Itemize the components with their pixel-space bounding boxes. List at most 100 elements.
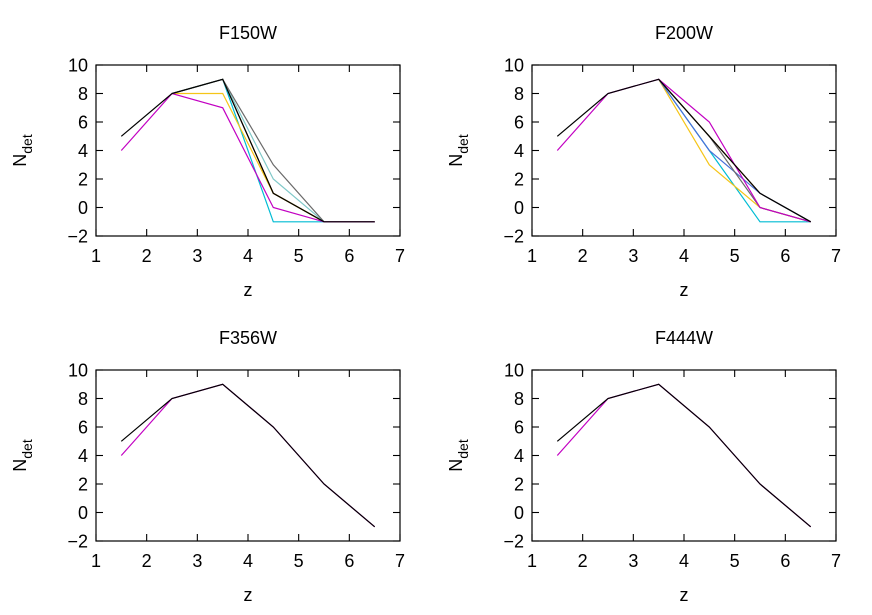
x-tick-label: 7 [395,246,405,266]
y-axis-label-main: N [446,154,466,167]
x-tick-label: 4 [243,246,253,266]
plot-frame [95,369,401,542]
y-axis-label-main: N [10,154,30,167]
y-tick-label: 2 [514,170,524,190]
y-tick-label: 6 [514,418,524,438]
chart-panel-0: F150W 1 2 3 4 5 6 7 −2 0 2 4 6 8 10 z Ndet [10,23,405,300]
chart-title: F356W [219,328,277,348]
x-tick-label: 5 [294,551,304,571]
y-axis-label-subscript: det [19,134,35,154]
chart-title: F444W [655,328,713,348]
y-tick-label: 6 [78,113,88,133]
x-tick-label: 3 [192,551,202,571]
y-tick-label: −2 [67,227,88,247]
x-tick-label: 1 [527,246,537,266]
series-line-1 [658,78,811,223]
series-line-4 [658,78,811,223]
x-axis-label: z [244,280,253,300]
y-axis-label-main: N [10,459,30,472]
y-tick-label: 4 [78,446,88,466]
chart-panel-3: F444W 1 2 3 4 5 6 7 −2 0 2 4 6 8 10 z Ndet [446,328,841,605]
x-tick-label: 3 [628,551,638,571]
y-tick-label: 0 [514,503,524,523]
series-line-2 [658,78,811,223]
x-tick-label: 2 [578,551,588,571]
x-tick-label: 6 [780,246,790,266]
x-tick-label: 1 [527,551,537,571]
y-tick-label: 8 [78,84,88,104]
y-axis-label-main: N [446,459,466,472]
y-tick-label: 10 [68,56,88,76]
y-tick-label: 4 [514,446,524,466]
x-tick-label: 5 [730,551,740,571]
y-tick-label: 8 [78,389,88,409]
series-line-0 [171,78,375,223]
y-axis-label: Ndet [10,134,35,167]
chart-title: F200W [655,23,713,43]
x-axis-label: z [244,585,253,605]
y-tick-label: 8 [514,389,524,409]
series-line-3 [172,92,375,223]
x-tick-label: 4 [679,551,689,571]
series-line-5 [171,78,375,223]
y-axis-label-subscript: det [455,439,471,459]
x-tick-label: 7 [831,551,841,571]
y-tick-label: 4 [78,141,88,161]
x-axis-label: z [680,280,689,300]
x-tick-label: 7 [831,246,841,266]
x-axis-label: z [680,585,689,605]
x-tick-label: 3 [628,246,638,266]
y-tick-label: 10 [504,56,524,76]
x-tick-label: 2 [142,246,152,266]
x-tick-label: 1 [91,551,101,571]
y-tick-label: 10 [504,361,524,381]
x-tick-label: 3 [192,246,202,266]
x-tick-label: 1 [91,246,101,266]
series-line-0 [658,78,811,223]
y-axis-label: Ndet [446,439,471,472]
x-tick-label: 6 [344,551,354,571]
y-tick-label: −2 [503,532,524,552]
y-tick-label: −2 [503,227,524,247]
y-tick-label: 0 [78,198,88,218]
series-line-4 [171,78,375,223]
y-tick-label: 0 [514,198,524,218]
x-tick-label: 2 [142,551,152,571]
x-tick-label: 6 [344,246,354,266]
series-line-1 [556,383,812,528]
y-tick-label: 2 [78,170,88,190]
y-axis-label: Ndet [10,439,35,472]
series-line-6 [120,92,375,223]
y-axis-label-subscript: det [19,439,35,459]
series-line-1 [120,383,376,528]
y-tick-label: 4 [514,141,524,161]
x-tick-label: 4 [679,246,689,266]
y-tick-label: −2 [67,532,88,552]
series-line-7 [120,78,375,223]
y-axis-label-subscript: det [455,134,471,154]
plot-frame [531,369,837,542]
y-tick-label: 2 [78,475,88,495]
series-line-3 [658,78,811,223]
series-line-2 [171,78,375,223]
y-tick-label: 8 [514,84,524,104]
x-tick-label: 7 [395,551,405,571]
x-tick-label: 2 [578,246,588,266]
y-tick-label: 0 [78,503,88,523]
series-line-6 [556,78,811,223]
x-tick-label: 6 [780,551,790,571]
y-tick-label: 6 [514,113,524,133]
y-tick-label: 2 [514,475,524,495]
series-line-5 [556,78,811,223]
chart-title: F150W [219,23,277,43]
x-tick-label: 5 [294,246,304,266]
series-line-1 [171,78,375,223]
x-tick-label: 4 [243,551,253,571]
y-axis-label: Ndet [446,134,471,167]
chart-panel-2: F356W 1 2 3 4 5 6 7 −2 0 2 4 6 8 10 z Ndet [10,328,405,605]
y-tick-label: 6 [78,418,88,438]
x-tick-label: 5 [730,246,740,266]
y-tick-label: 10 [68,361,88,381]
